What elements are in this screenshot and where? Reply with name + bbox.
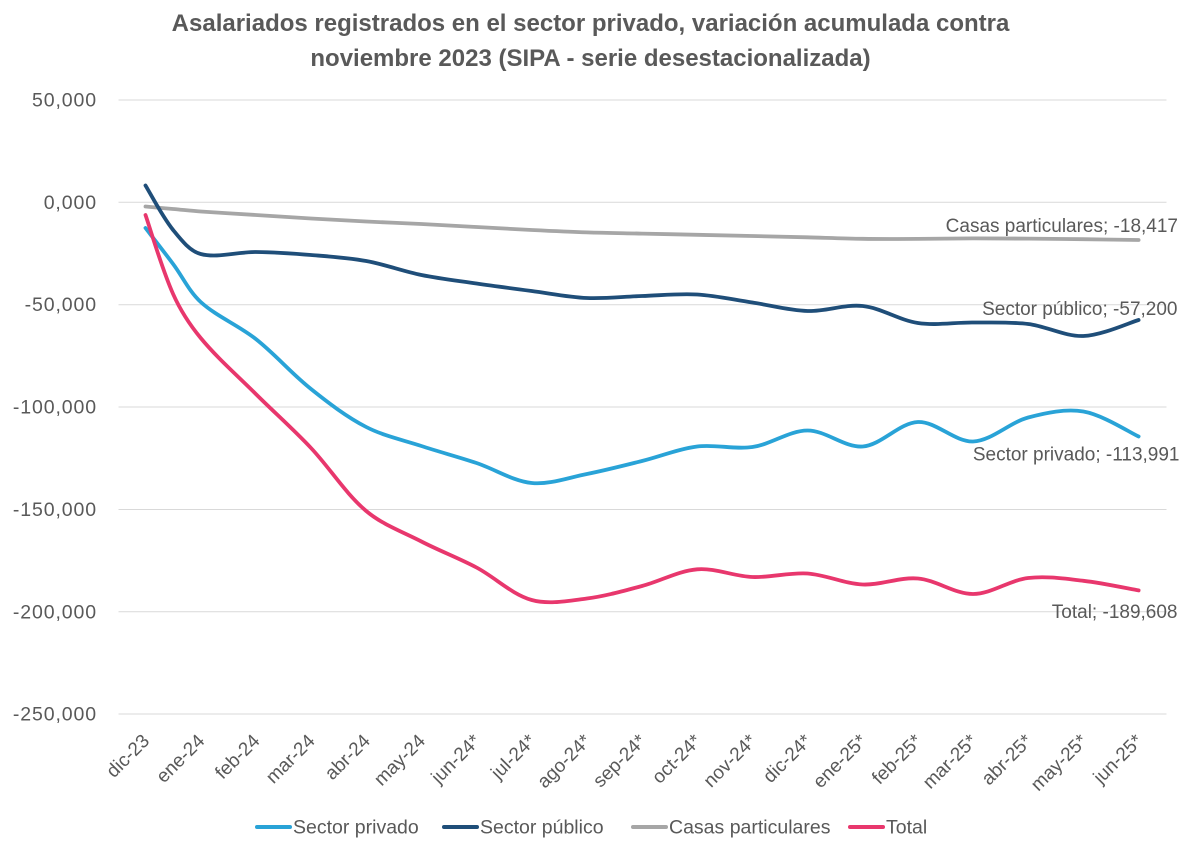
svg-text:-200,000: -200,000: [13, 601, 97, 623]
svg-text:feb-24: feb-24: [211, 730, 264, 783]
svg-text:Sector privado: Sector privado: [293, 817, 419, 839]
svg-text:Casas particulares; -18,417: Casas particulares; -18,417: [946, 216, 1178, 237]
svg-text:jun-24*: jun-24*: [427, 730, 486, 789]
svg-text:50,000: 50,000: [32, 90, 97, 112]
svg-text:Total: Total: [886, 817, 927, 839]
svg-text:feb-25*: feb-25*: [868, 730, 927, 789]
svg-text:-250,000: -250,000: [13, 704, 97, 726]
svg-text:dic-23: dic-23: [103, 731, 154, 782]
svg-text:Sector público; -57,200: Sector público; -57,200: [982, 299, 1177, 320]
svg-text:sep-24*: sep-24*: [589, 730, 651, 792]
svg-text:nov-24*: nov-24*: [700, 730, 762, 792]
svg-text:ene-24: ene-24: [153, 730, 210, 787]
svg-text:ago-24*: ago-24*: [534, 730, 596, 792]
svg-text:Casas particulares: Casas particulares: [669, 817, 831, 839]
svg-text:-50,000: -50,000: [25, 294, 97, 316]
svg-text:mar-25*: mar-25*: [919, 730, 982, 793]
svg-text:oct-24*: oct-24*: [648, 730, 706, 788]
svg-text:jul-24*: jul-24*: [487, 730, 541, 784]
svg-text:-150,000: -150,000: [13, 499, 97, 521]
svg-text:abr-24: abr-24: [321, 730, 375, 784]
svg-text:Total; -189,608: Total; -189,608: [1052, 602, 1178, 623]
svg-text:may-25*: may-25*: [1027, 730, 1092, 795]
svg-text:mar-24: mar-24: [262, 730, 320, 788]
svg-text:may-24: may-24: [370, 730, 430, 790]
svg-text:-100,000: -100,000: [13, 397, 97, 419]
svg-text:Sector público: Sector público: [480, 817, 604, 839]
svg-text:ene-25*: ene-25*: [809, 730, 871, 792]
svg-text:Sector privado; -113,991: Sector privado; -113,991: [973, 445, 1180, 466]
svg-text:0,000: 0,000: [44, 192, 97, 214]
svg-text:jun-25*: jun-25*: [1089, 730, 1148, 789]
svg-text:dic-24*: dic-24*: [759, 730, 816, 787]
